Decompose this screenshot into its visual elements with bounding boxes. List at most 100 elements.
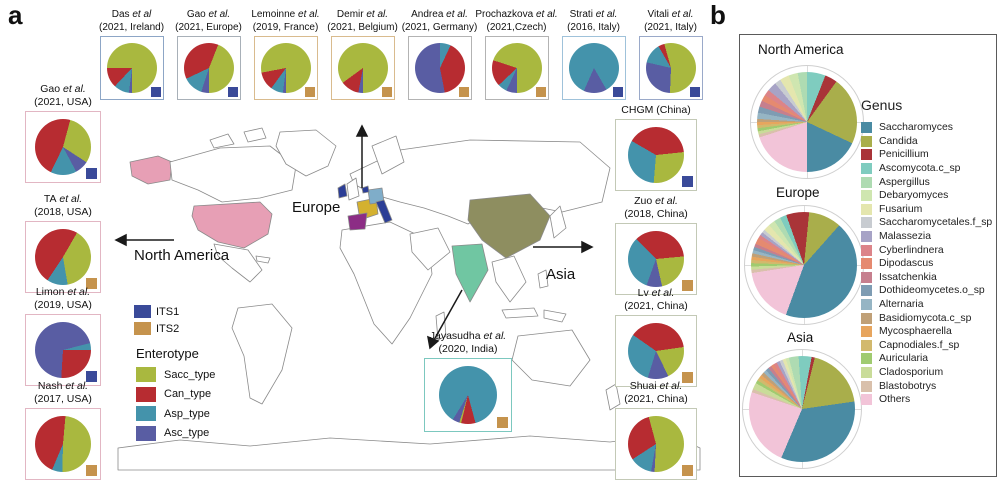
study-label: Jayasudha et al. (2020, India) xyxy=(430,330,506,356)
genus-legend-row: Dipodascus xyxy=(861,257,992,271)
genus-legend-label: Penicillium xyxy=(879,149,929,161)
its-marker-its2 xyxy=(497,417,508,429)
its-marker-its2 xyxy=(682,465,693,477)
study-name-line: Shuai et al. xyxy=(630,380,683,393)
genus-swatch xyxy=(861,353,872,365)
pie-box xyxy=(99,36,164,100)
arrow-down-india xyxy=(427,289,463,350)
map-region-africa xyxy=(339,221,433,345)
enterotype-legend-row: Sacc_type xyxy=(136,365,215,385)
pie-box xyxy=(484,36,549,100)
study-etal: et al. xyxy=(592,9,618,20)
map-region-new-zealand xyxy=(605,383,621,411)
study-name: Gao xyxy=(40,83,61,95)
region-pie-chart-north-america xyxy=(757,72,857,172)
study-label: CHGM (China) xyxy=(621,104,690,117)
map-region-belgium xyxy=(361,185,370,194)
its-marker-its2 xyxy=(304,87,315,97)
genus-legend-title: Genus xyxy=(861,97,903,113)
study-etal: et al. xyxy=(648,287,675,299)
enterotype-legend-label: Asc_type xyxy=(164,427,210,440)
study-name-line: Strati et al. xyxy=(570,9,618,22)
study-name-line: Nash et al. xyxy=(38,380,88,393)
genus-legend-row: Dothideomycetes.o_sp xyxy=(861,284,992,298)
study-name: Zuo xyxy=(634,195,653,207)
study-label: Zuo et al. (2018, China) xyxy=(624,195,688,221)
its-marker-its2 xyxy=(458,87,469,97)
study-label: Demir et al. (2021, Belgium) xyxy=(327,6,398,34)
study-card-jayasudha-2020-india: Jayasudha et al. (2020, India) xyxy=(418,330,518,433)
map-label-asia: Asia xyxy=(546,266,576,283)
study-label: Strati et al. (2016, Italy) xyxy=(567,6,620,34)
study-location: (2018, China) xyxy=(624,208,688,221)
genus-legend-label: Mycosphaerella xyxy=(879,326,952,338)
pie-box xyxy=(615,119,697,192)
study-card-strati-2016-italy: Strati et al. (2016, Italy) xyxy=(561,6,626,100)
its-legend: ITS1 ITS2 xyxy=(134,303,179,337)
map-region-china xyxy=(467,193,551,259)
its-marker-its1 xyxy=(86,371,97,383)
study-location: (2016, Italy) xyxy=(567,21,620,33)
study-label: Prochazkova et al. (2021,Czech) xyxy=(475,6,557,34)
pie-chart-strati-2016-italy xyxy=(568,43,619,93)
genus-legend-row: Alternaria xyxy=(861,298,992,312)
genus-swatch xyxy=(861,285,872,297)
map-region-italy xyxy=(375,199,393,224)
genus-legend-row: Saccharomycetales.f_sp xyxy=(861,216,992,230)
study-card-gao-2021-usa: Gao et al. (2021, USA) xyxy=(24,83,102,184)
genus-legend-label: Dipodascus xyxy=(879,258,934,270)
study-card-ta-2018-usa: TA et al. (2018, USA) xyxy=(24,193,102,294)
map-region-alaska xyxy=(129,155,173,185)
study-card-lv-2021-china: Lv et al. (2021, China) xyxy=(614,287,698,388)
pie-chart-shuai-2021-china xyxy=(628,416,684,473)
map-arctic-island-1 xyxy=(209,133,235,149)
pie-chart-lv-2021-china xyxy=(628,323,684,380)
map-region-greenland xyxy=(275,129,337,177)
genus-legend-row: Fusarium xyxy=(861,203,992,217)
genus-legend-row: Auricularia xyxy=(861,352,992,366)
study-label: Shuai et al. (2021, China) xyxy=(624,380,688,406)
genus-legend-label: Debaryomyces xyxy=(879,190,949,202)
pie-box xyxy=(25,408,101,480)
genus-legend-label: Issatchenkia xyxy=(879,271,937,283)
map-region-indonesia-1 xyxy=(501,307,539,319)
study-card-demir-2021-belgium: Demir et al. (2021, Belgium) xyxy=(327,6,398,100)
study-name-line: Gao et al. xyxy=(40,83,86,96)
genus-legend-row: Basidiomycota.c_sp xyxy=(861,311,992,325)
study-location: (2019, USA) xyxy=(34,299,92,312)
study-etal: et al. xyxy=(64,286,91,298)
pie-chart-ta-2018-usa xyxy=(35,229,91,286)
genus-legend-row: Cyberlindnera xyxy=(861,243,992,257)
study-location: (2021, Germany) xyxy=(401,21,478,33)
study-name: Demir xyxy=(336,9,364,20)
study-location: (2017, USA) xyxy=(34,393,92,406)
pie-chart-demir-2021-belgium xyxy=(337,43,388,93)
study-label: Das et al (2021, Ireland) xyxy=(99,6,164,34)
region-block-europe: Europe xyxy=(744,185,864,325)
study-name: Strati xyxy=(569,9,593,20)
genus-swatch xyxy=(861,231,872,243)
its-marker-its1 xyxy=(227,87,238,97)
study-name: Lemoinne xyxy=(251,9,296,20)
region-title-asia: Asia xyxy=(787,330,814,345)
its-swatch-its2 xyxy=(134,322,151,335)
map-region-canada xyxy=(169,145,297,203)
study-name-line: Prochazkova et al. xyxy=(475,9,557,22)
study-label: Limon et al. (2019, USA) xyxy=(34,286,92,312)
study-name-line: Vitali et al. xyxy=(648,9,694,22)
study-card-andrea-2021-germany: Andrea et al. (2021, Germany) xyxy=(402,6,477,100)
genus-legend-label: Others xyxy=(879,394,911,406)
region-block-asia: Asia xyxy=(742,330,862,469)
study-card-gao-2021-europe: Gao et al. (2021, Europe) xyxy=(175,6,242,100)
genus-legend-row: Blastobotrys xyxy=(861,379,992,393)
map-region-mexico xyxy=(213,243,263,283)
genus-swatch xyxy=(861,122,872,134)
enterotype-swatch xyxy=(136,386,156,402)
its-legend-label: ITS2 xyxy=(156,322,180,335)
genus-legend-row: Ascomycota.c_sp xyxy=(861,162,992,176)
its-marker-its1 xyxy=(689,87,700,97)
pie-box xyxy=(424,358,512,433)
study-label: Gao et al. (2021, Europe) xyxy=(175,6,242,34)
map-arctic-island-2 xyxy=(243,127,267,143)
panel-b-label: b xyxy=(710,0,726,30)
